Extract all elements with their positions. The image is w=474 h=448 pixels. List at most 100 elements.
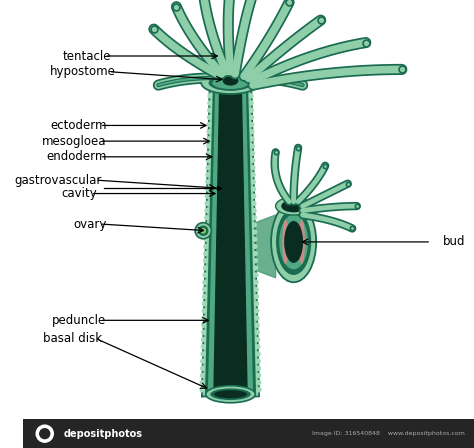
Bar [222, 227, 225, 228]
Bar [221, 331, 224, 332]
Circle shape [251, 186, 256, 192]
Bar [221, 320, 224, 321]
Bar [222, 207, 225, 208]
Circle shape [206, 136, 211, 142]
Bar [222, 121, 226, 122]
Bar [237, 302, 240, 304]
Bar [222, 228, 225, 230]
Bar [237, 290, 240, 292]
Bar [236, 245, 239, 246]
Bar [222, 91, 226, 93]
Bar [222, 159, 225, 160]
Bar [221, 370, 224, 371]
Bar [221, 376, 224, 378]
Bar [221, 294, 225, 296]
Bar [237, 254, 239, 255]
Bar [221, 359, 224, 360]
Circle shape [249, 136, 255, 142]
Bar [221, 250, 225, 251]
Bar [236, 146, 239, 148]
Circle shape [195, 223, 211, 239]
Circle shape [254, 301, 259, 306]
Bar [222, 190, 225, 191]
Bar [236, 167, 239, 168]
Bar [236, 141, 239, 142]
Circle shape [205, 194, 210, 199]
Bar [237, 336, 240, 337]
Bar [237, 352, 240, 353]
Bar [237, 327, 240, 328]
Bar [222, 206, 225, 207]
Bar [221, 380, 224, 382]
Circle shape [201, 337, 206, 342]
Bar [237, 335, 240, 336]
Bar [236, 173, 239, 175]
Bar [221, 375, 224, 376]
Bar [237, 285, 240, 286]
Bar [221, 302, 225, 304]
Circle shape [250, 151, 255, 156]
Bar [222, 136, 225, 137]
Bar [237, 363, 240, 364]
Circle shape [254, 315, 260, 321]
Bar [221, 246, 225, 247]
Bar [236, 129, 239, 130]
Bar [237, 356, 240, 358]
Bar [221, 378, 224, 379]
Bar [236, 151, 239, 152]
Bar [236, 242, 239, 243]
Bar [237, 289, 240, 290]
Bar [236, 157, 239, 159]
Circle shape [255, 323, 260, 328]
Bar [222, 97, 226, 98]
Bar [236, 159, 239, 160]
Bar [222, 241, 225, 242]
Bar [221, 348, 224, 349]
Bar [237, 261, 239, 262]
Bar [236, 133, 239, 134]
Bar [237, 265, 239, 266]
Bar [221, 362, 224, 363]
Bar [237, 362, 240, 363]
Bar [236, 114, 239, 116]
Circle shape [201, 330, 206, 335]
Bar [221, 271, 225, 273]
Circle shape [251, 201, 256, 206]
Bar [236, 130, 239, 132]
Bar [237, 319, 240, 320]
Bar [222, 177, 225, 179]
Bar [237, 300, 240, 301]
Bar [237, 360, 240, 362]
Bar [237, 382, 240, 383]
Circle shape [202, 301, 207, 306]
Circle shape [250, 158, 255, 163]
Bar [237, 364, 240, 366]
Bar [221, 257, 225, 258]
Circle shape [250, 165, 255, 170]
Bar [237, 288, 240, 289]
Bar [236, 222, 239, 223]
Circle shape [205, 165, 211, 170]
Bar [222, 210, 225, 211]
Bar [236, 103, 239, 105]
Bar [221, 329, 224, 331]
Bar [222, 226, 225, 227]
Text: peduncle: peduncle [52, 314, 107, 327]
Bar [221, 265, 225, 266]
Bar [237, 353, 240, 355]
Circle shape [253, 280, 259, 285]
Bar [237, 257, 239, 258]
Bar [236, 126, 239, 128]
Bar [221, 305, 224, 306]
Bar [237, 310, 240, 312]
Bar [237, 262, 239, 263]
Circle shape [202, 272, 208, 278]
Bar [236, 175, 239, 176]
Polygon shape [252, 215, 275, 278]
Bar [221, 317, 224, 319]
Bar [237, 324, 240, 325]
Bar [236, 216, 239, 218]
Circle shape [249, 115, 254, 120]
Circle shape [250, 143, 255, 149]
Bar [237, 280, 239, 281]
